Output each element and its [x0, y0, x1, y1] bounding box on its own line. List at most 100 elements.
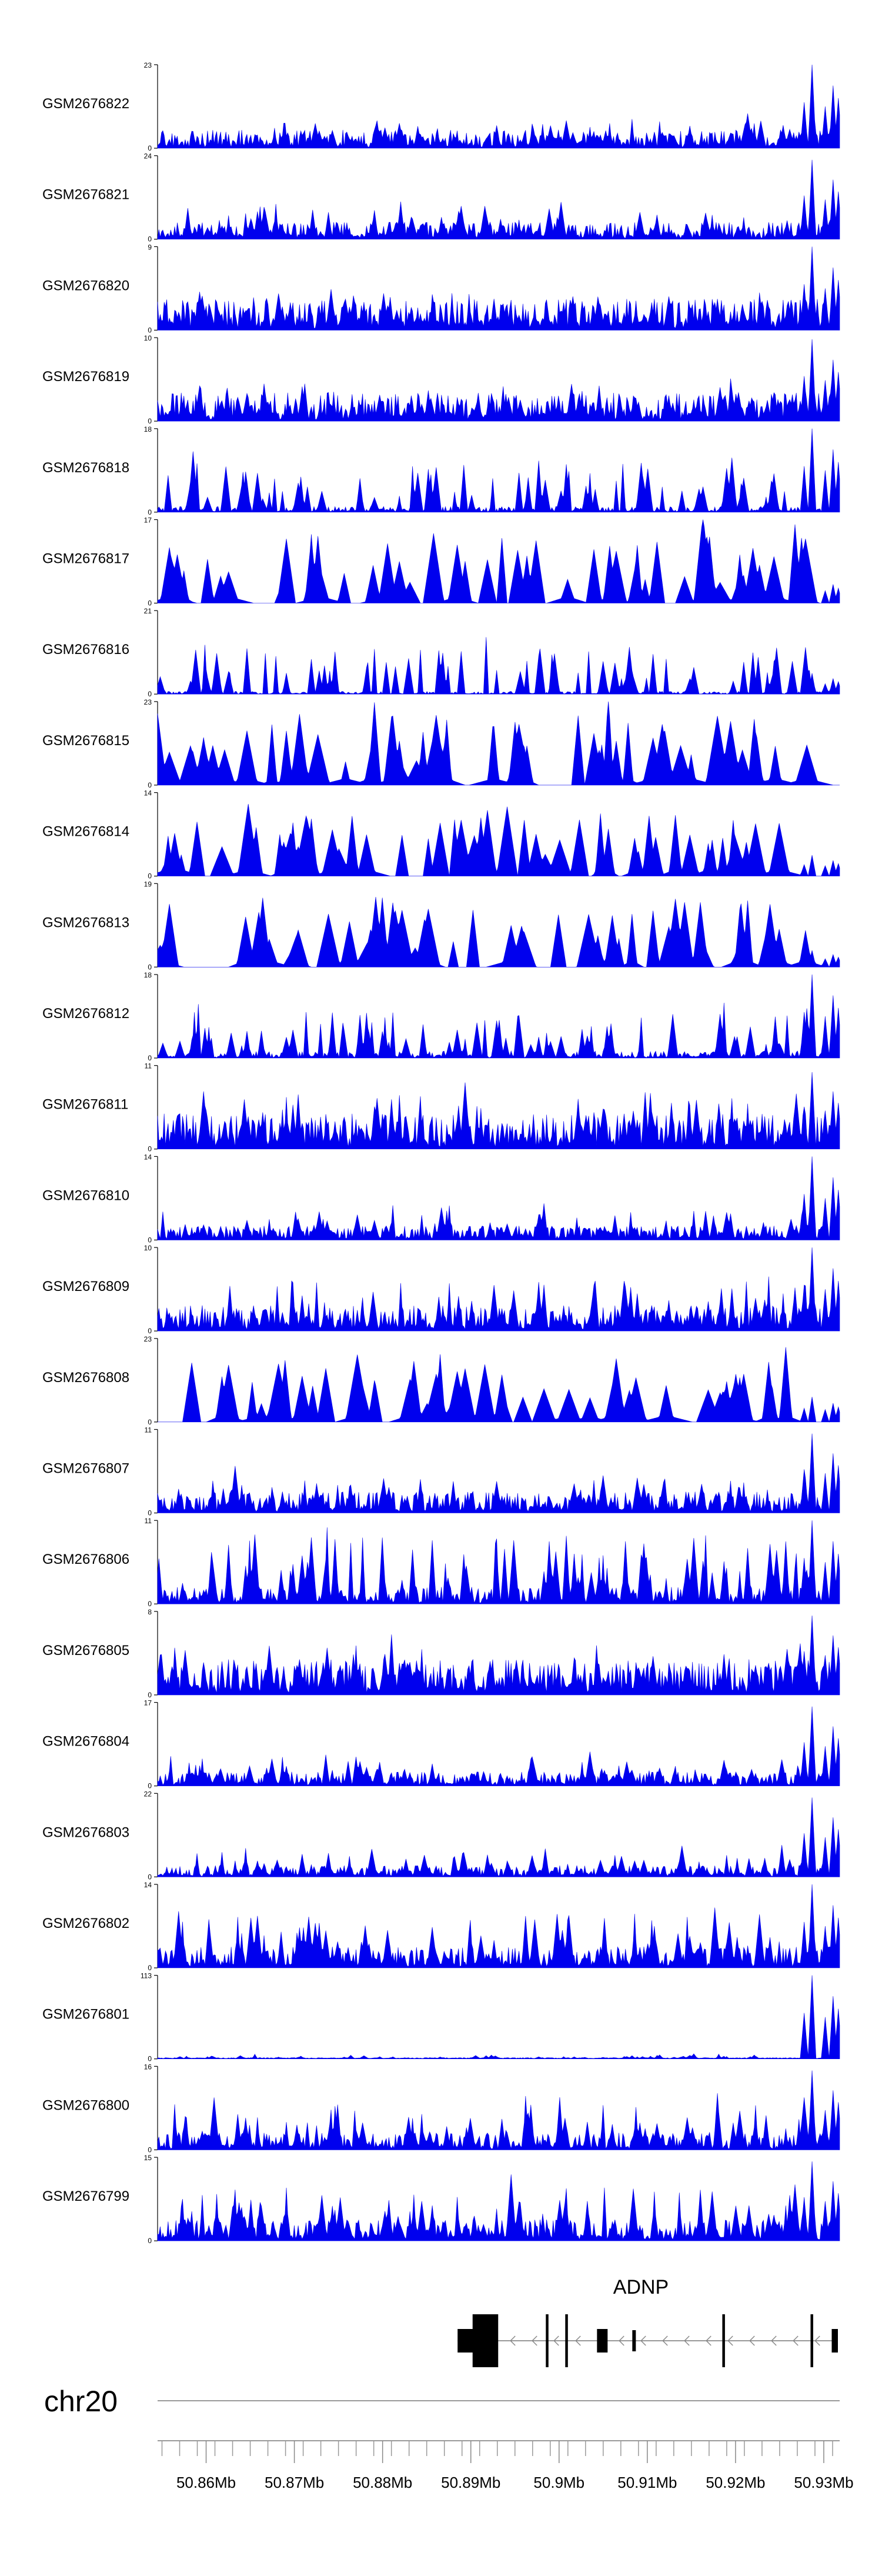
strand-arrow — [662, 2335, 668, 2346]
track-GSM2676800: GSM2676800 16 0 — [42, 2063, 840, 2154]
strand-arrow — [771, 2335, 777, 2346]
y-zero-label: 0 — [148, 1054, 152, 1062]
coverage-area — [157, 897, 840, 968]
track-label: GSM2676819 — [42, 369, 129, 385]
track-GSM2676801: GSM2676801 113 0 — [42, 1972, 840, 2063]
strand-arrow — [575, 2335, 581, 2346]
track-GSM2676820: GSM2676820 9 0 — [42, 243, 840, 334]
track-label: GSM2676807 — [42, 1461, 129, 1477]
coverage-area — [157, 339, 840, 422]
track-label: GSM2676800 — [42, 2097, 129, 2113]
track-label: GSM2676816 — [42, 642, 129, 658]
coverage-area — [157, 1072, 840, 1149]
y-max-label: 18 — [144, 425, 152, 433]
y-max-label: 19 — [144, 880, 152, 888]
strand-arrow — [553, 2335, 559, 2346]
gene-exon — [632, 2330, 636, 2351]
track-GSM2676814: GSM2676814 14 0 — [42, 789, 840, 880]
track-label: GSM2676809 — [42, 1279, 129, 1294]
strand-arrow — [706, 2335, 711, 2346]
x-tick-label: 50.88Mb — [353, 2474, 412, 2491]
track-GSM2676813: GSM2676813 19 0 — [42, 880, 840, 971]
y-zero-label: 0 — [148, 326, 152, 334]
strand-arrow — [793, 2335, 799, 2346]
coverage-area — [157, 2070, 840, 2150]
track-GSM2676809: GSM2676809 10 0 — [42, 1244, 840, 1335]
track-label: GSM2676802 — [42, 1916, 129, 1931]
y-zero-label: 0 — [148, 1327, 152, 1335]
track-GSM2676811: GSM2676811 11 0 — [42, 1062, 840, 1153]
strand-arrow — [814, 2335, 820, 2346]
track-GSM2676805: GSM2676805 8 0 — [42, 1608, 840, 1699]
coverage-area — [157, 803, 840, 877]
track-label: GSM2676812 — [42, 1006, 129, 1022]
coverage-area — [157, 1797, 840, 1877]
coverage-area — [157, 701, 840, 786]
y-zero-label: 0 — [148, 781, 152, 789]
y-max-label: 18 — [144, 971, 152, 979]
y-max-label: 113 — [141, 1972, 152, 1980]
y-max-label: 14 — [144, 1153, 152, 1161]
gene-label: ADNP — [613, 2276, 669, 2298]
coverage-area — [157, 64, 840, 149]
gene-exon — [597, 2329, 608, 2353]
track-GSM2676815: GSM2676815 23 0 — [42, 698, 840, 789]
track-label: GSM2676804 — [42, 1734, 129, 1750]
y-zero-label: 0 — [148, 963, 152, 971]
track-GSM2676821: GSM2676821 24 0 — [42, 152, 840, 243]
track-GSM2676806: GSM2676806 11 0 — [42, 1517, 840, 1608]
track-GSM2676818: GSM2676818 18 0 — [42, 425, 840, 516]
track-label: GSM2676806 — [42, 1551, 129, 1567]
track-label: GSM2676803 — [42, 1824, 129, 1840]
y-max-label: 14 — [144, 1881, 152, 1889]
y-zero-label: 0 — [148, 1418, 152, 1426]
track-label: GSM2676813 — [42, 915, 129, 930]
y-zero-label: 0 — [148, 1964, 152, 1972]
y-zero-label: 0 — [148, 690, 152, 698]
track-label: GSM2676820 — [42, 278, 129, 293]
y-zero-label: 0 — [148, 2145, 152, 2154]
y-max-label: 21 — [144, 607, 152, 615]
track-GSM2676812: GSM2676812 18 0 — [42, 971, 840, 1062]
y-zero-label: 0 — [148, 599, 152, 608]
coverage-area — [157, 519, 840, 604]
y-max-label: 16 — [144, 2063, 152, 2071]
y-zero-label: 0 — [148, 1873, 152, 1881]
y-zero-label: 0 — [148, 1782, 152, 1790]
x-tick-label: 50.89Mb — [441, 2474, 500, 2491]
y-max-label: 22 — [144, 1790, 152, 1798]
x-tick-label: 50.86Mb — [176, 2474, 236, 2491]
y-max-label: 24 — [144, 152, 152, 161]
y-max-label: 23 — [144, 698, 152, 706]
strand-arrow — [510, 2335, 516, 2346]
y-max-label: 17 — [144, 1699, 152, 1707]
x-tick-label: 50.91Mb — [617, 2474, 677, 2491]
strand-arrow — [727, 2335, 733, 2346]
track-label: GSM2676810 — [42, 1187, 129, 1203]
strand-arrow — [640, 2335, 646, 2346]
y-zero-label: 0 — [148, 144, 152, 152]
coverage-area — [157, 637, 840, 695]
track-GSM2676807: GSM2676807 11 0 — [42, 1426, 840, 1517]
y-max-label: 10 — [144, 1244, 152, 1252]
coverage-area — [157, 1247, 840, 1332]
y-max-label: 11 — [145, 1062, 152, 1070]
track-label: GSM2676817 — [42, 551, 129, 567]
y-zero-label: 0 — [148, 235, 152, 243]
y-max-label: 11 — [145, 1426, 152, 1434]
track-GSM2676808: GSM2676808 23 0 — [42, 1335, 840, 1426]
coverage-area — [157, 246, 840, 331]
coverage-area — [157, 2161, 840, 2241]
track-label: GSM2676814 — [42, 824, 129, 840]
track-GSM2676802: GSM2676802 14 0 — [42, 1881, 840, 1972]
y-max-label: 23 — [144, 1335, 152, 1343]
gene-exon — [722, 2314, 725, 2367]
coverage-area — [157, 1975, 840, 2059]
y-zero-label: 0 — [148, 417, 152, 425]
x-tick-label: 50.87Mb — [265, 2474, 324, 2491]
coverage-area — [157, 1706, 840, 1786]
coverage-area — [157, 428, 840, 513]
y-zero-label: 0 — [148, 872, 152, 880]
track-label: GSM2676821 — [42, 187, 129, 203]
